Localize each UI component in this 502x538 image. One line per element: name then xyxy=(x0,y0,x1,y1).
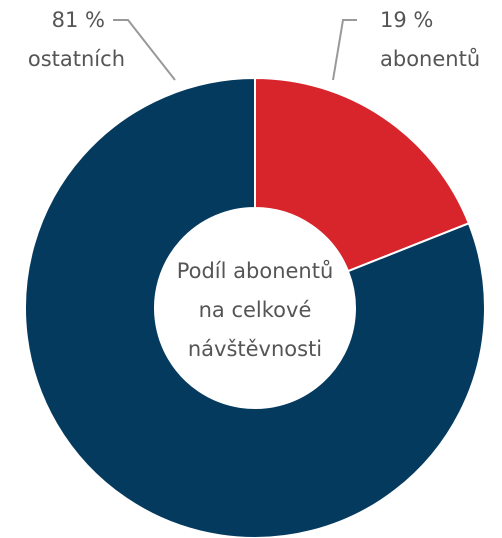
slice-value-label: 19 % xyxy=(380,8,433,32)
slice-category-label: abonentů xyxy=(380,47,480,71)
leader-line xyxy=(113,19,176,81)
center-label: na celkové xyxy=(199,298,312,322)
slices xyxy=(24,76,486,538)
center-label: Podíl abonentů xyxy=(177,259,334,283)
center-label: návštěvnosti xyxy=(188,337,322,361)
slice-category-label: ostatních xyxy=(28,47,125,71)
slice xyxy=(24,76,486,538)
slice xyxy=(254,76,471,273)
leader-line xyxy=(332,19,357,81)
slice-value-label: 81 % xyxy=(52,8,105,32)
